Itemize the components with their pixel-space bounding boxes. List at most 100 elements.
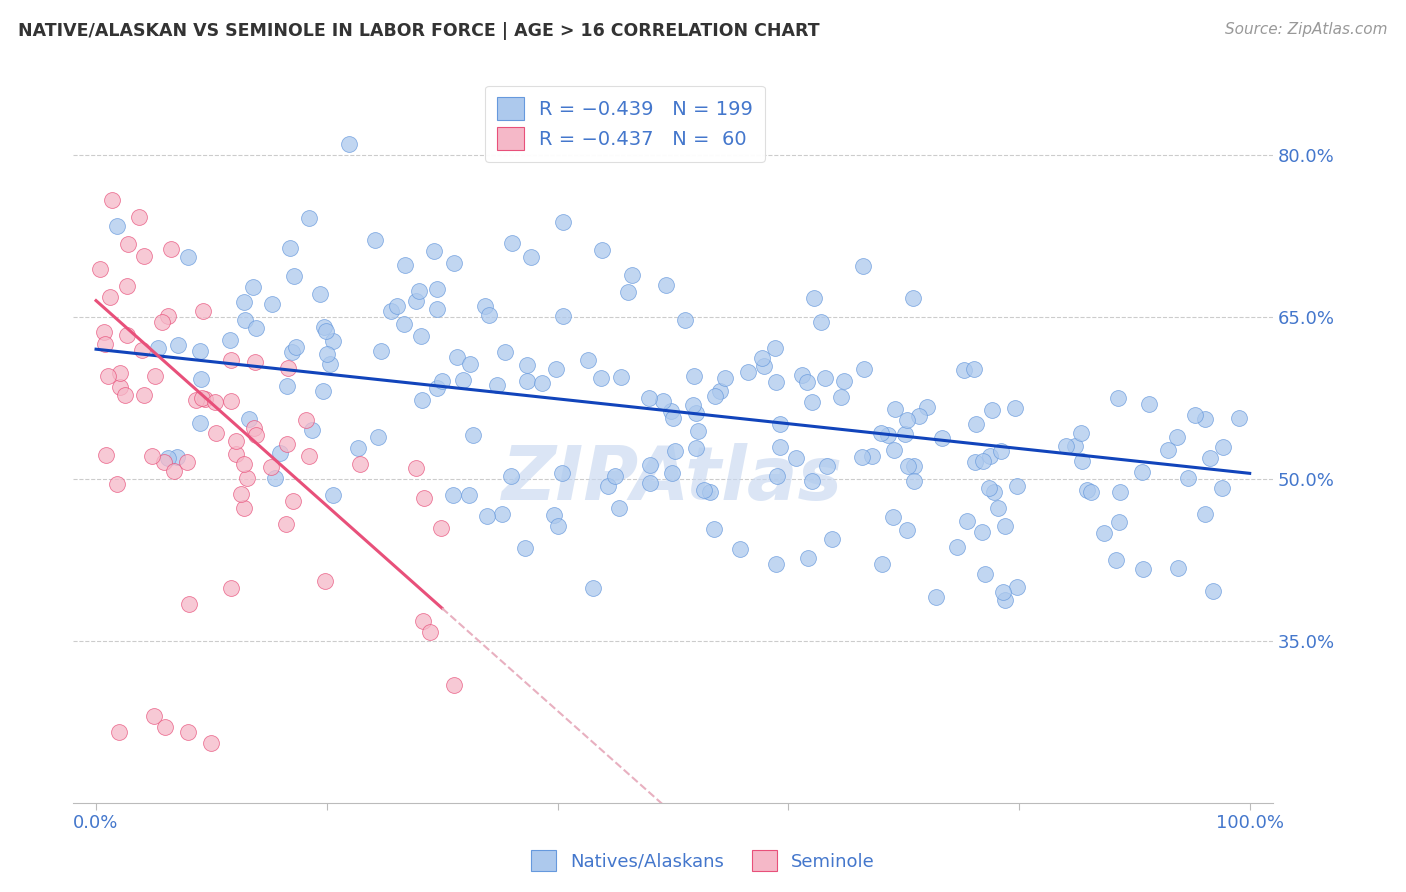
Point [141,449,163,463]
Point [370,344,392,359]
Point [801,474,824,488]
Point [1137,397,1160,411]
Point [263,471,285,485]
Point [478,308,501,322]
Point [1130,465,1153,479]
Point [688,425,710,439]
Point [177,598,200,612]
Point [953,363,976,377]
Point [713,370,735,384]
Point [550,466,572,480]
Point [245,321,267,335]
Point [1108,515,1130,529]
Text: Source: ZipAtlas.com: Source: ZipAtlas.com [1225,22,1388,37]
Point [453,373,475,387]
Point [501,236,523,251]
Point [242,421,264,435]
Point [443,678,465,692]
Point [225,447,247,461]
Point [419,625,441,640]
Point [176,455,198,469]
Legend: R = −0.439   N = 199, R = −0.437   N =  60: R = −0.439 N = 199, R = −0.437 N = 60 [485,86,765,161]
Point [412,615,434,629]
Point [591,243,613,257]
Point [737,365,759,379]
Point [661,466,683,480]
Point [1166,429,1188,443]
Point [405,294,427,309]
Point [603,469,626,483]
Point [703,522,725,536]
Point [609,370,631,384]
Point [870,425,893,440]
Point [965,417,987,432]
Point [277,360,299,375]
Point [877,427,900,442]
Point [108,367,131,381]
Point [177,725,200,739]
Point [441,488,464,502]
Point [1054,439,1077,453]
Point [235,313,257,327]
Point [98,290,121,304]
Point [117,237,139,252]
Point [851,259,873,273]
Point [315,347,337,361]
Point [979,449,1001,463]
Point [337,136,360,151]
Point [280,241,302,255]
Point [314,574,336,588]
Point [860,449,883,463]
Point [446,350,468,364]
Point [367,429,389,443]
Point [160,242,183,256]
Point [191,304,214,318]
Point [163,464,186,478]
Point [963,455,986,469]
Point [832,374,855,388]
Point [638,458,661,472]
Point [693,483,716,497]
Point [423,244,446,259]
Point [392,317,415,331]
Point [830,390,852,404]
Point [659,403,682,417]
Point [236,471,259,485]
Point [105,219,128,233]
Point [751,351,773,366]
Point [765,469,787,483]
Point [142,709,165,723]
Point [231,486,253,500]
Point [803,291,825,305]
Point [682,368,704,383]
Point [765,375,787,389]
Point [146,341,169,355]
Point [94,448,117,462]
Point [963,362,986,376]
Point [699,484,721,499]
Point [225,434,247,448]
Point [143,368,166,383]
Point [553,309,575,323]
Point [153,454,176,468]
Point [596,479,619,493]
Point [1157,443,1180,458]
Point [387,299,409,313]
Point [157,310,180,324]
Point [685,441,707,455]
Point [298,211,321,225]
Point [915,401,938,415]
Point [790,368,813,382]
Point [543,508,565,522]
Point [412,491,434,505]
Point [813,371,835,385]
Point [972,454,994,468]
Point [896,524,918,538]
Point [501,468,523,483]
Point [184,392,207,407]
Point [1063,439,1085,453]
Point [661,410,683,425]
Text: ZIPAtlas: ZIPAtlas [502,443,844,516]
Point [131,343,153,357]
Point [1076,483,1098,497]
